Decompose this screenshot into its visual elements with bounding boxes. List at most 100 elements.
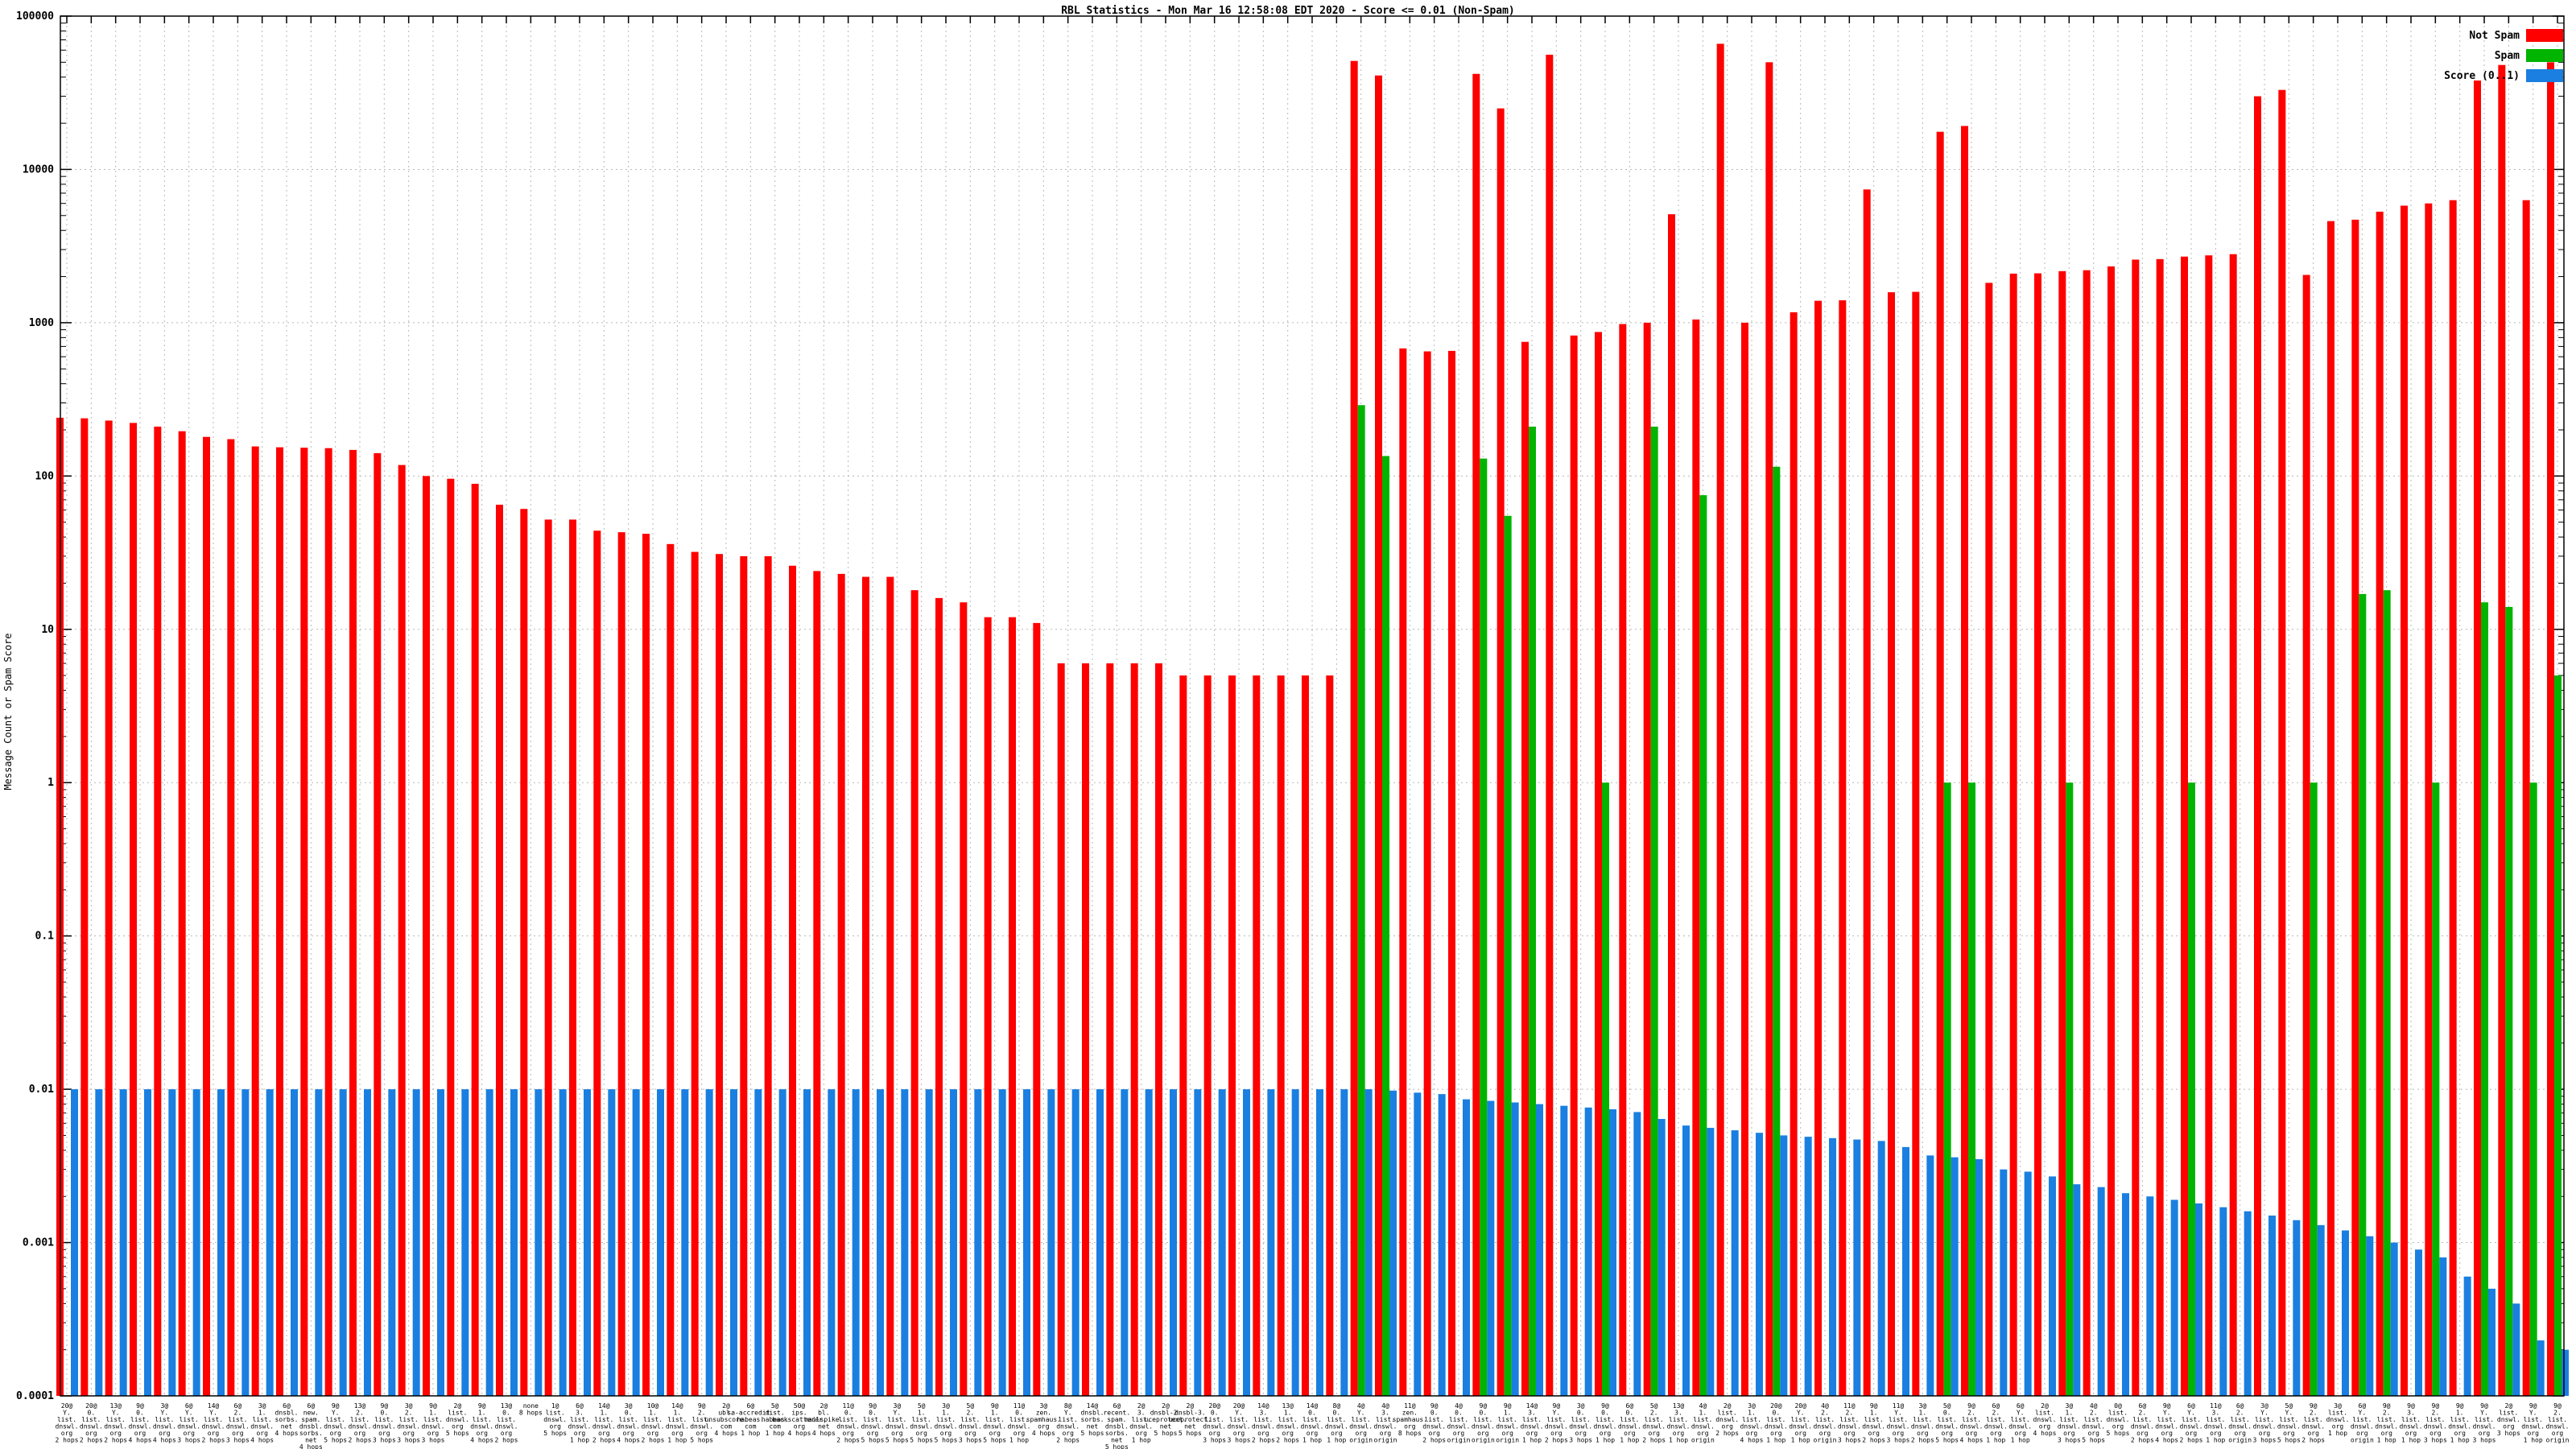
bar-score	[1951, 1157, 1959, 1396]
x-tick-label: 9@ Y. list. dnswl. org 4 hops	[2155, 1402, 2178, 1444]
bar-spam	[2066, 782, 2074, 1396]
bar-not-spam	[1521, 341, 1529, 1397]
x-tick-label: 3@ 2. list. dnswl. org 3 hops	[397, 1402, 420, 1444]
bar-score	[1364, 1089, 1373, 1396]
bar-score	[1756, 1133, 1763, 1396]
bar-not-spam	[1888, 292, 1895, 1396]
bar-not-spam	[1546, 54, 1554, 1397]
x-tick-label: 3@ Y. list. dnswl. org 3 hops	[2253, 1402, 2277, 1444]
x-tick-label: 5@ Y. list. dnswl. org 5 hops	[2277, 1402, 2301, 1444]
bar-score	[388, 1089, 396, 1396]
x-tick-label: 14@ 1. list. dnswl. org 1 hop	[666, 1402, 689, 1444]
bar-score	[1291, 1089, 1299, 1396]
bar-score	[730, 1089, 737, 1396]
legend-swatch-spam-icon	[2526, 49, 2563, 62]
x-tick-label: 4@ Y. list. dnswl. org origin	[1349, 1402, 1373, 1444]
bar-score	[2219, 1207, 2227, 1396]
bar-score	[1609, 1109, 1616, 1396]
bar-spam	[1943, 782, 1951, 1396]
x-tick-label: 6@ Y. list. dnswl. org origin	[2351, 1402, 2374, 1444]
bar-score	[1121, 1089, 1129, 1396]
bar-score	[754, 1089, 762, 1396]
bar-score	[168, 1089, 176, 1396]
x-tick-label: 9@ 3. list. dnswl. org 1 hop	[2400, 1402, 2423, 1444]
bar-not-spam	[910, 590, 919, 1396]
bar-spam	[2383, 590, 2391, 1396]
bar-spam	[1650, 426, 1658, 1396]
bar-not-spam	[520, 509, 528, 1396]
x-tick-label: 9@ 2. list. dnswl. org 2 hops	[2301, 1402, 2325, 1444]
bar-score	[1584, 1107, 1592, 1396]
bar-not-spam	[837, 573, 845, 1396]
bar-not-spam	[2351, 219, 2359, 1396]
bar-not-spam	[764, 555, 772, 1397]
bar-score	[828, 1089, 836, 1396]
bar-score	[1926, 1155, 1934, 1396]
legend-swatch-not-spam-icon	[2526, 29, 2563, 42]
bar-not-spam	[1033, 622, 1041, 1396]
bar-score	[1194, 1089, 1202, 1396]
x-tick-label: 2@ list. dnswl. org 3 hops	[2497, 1402, 2520, 1437]
bar-score	[144, 1089, 151, 1396]
bar-not-spam	[251, 446, 259, 1396]
bar-not-spam	[1741, 322, 1748, 1396]
x-tick-label: 9@ 1. list. dnswl. org 5 hops	[983, 1402, 1006, 1444]
bar-score	[485, 1089, 493, 1396]
x-tick-label: 20@ 0. list. dnswl. org 1 hop	[1765, 1402, 1788, 1444]
bar-score	[632, 1089, 640, 1396]
bar-score	[1438, 1094, 1446, 1396]
bar-not-spam	[2107, 266, 2115, 1397]
bar-not-spam	[1375, 75, 1382, 1396]
bar-score	[925, 1089, 933, 1396]
x-tick-label: 14@ dnsbl. sorbs. net 5 hops	[1081, 1402, 1104, 1437]
bar-spam	[1357, 405, 1365, 1396]
x-tick-label: 6@ new. spam. dnsbl. sorbs. net 4 hops	[299, 1402, 323, 1449]
bar-score	[705, 1089, 713, 1396]
bar-spam	[1602, 782, 1609, 1396]
bar-score	[2122, 1193, 2129, 1396]
bar-not-spam	[1692, 319, 1700, 1396]
bar-score	[681, 1089, 689, 1396]
legend: Not Spam Spam Score (0..1)	[2444, 29, 2563, 82]
x-tick-label: 9@ 2. list. dnswl. org 5 hops	[690, 1402, 713, 1444]
x-tick-label: 11@ Y. list. dnswl. org 3 hops	[1887, 1402, 1910, 1444]
bar-score	[608, 1089, 616, 1396]
x-tick-label: 9@ 0. list. dnswl. org 1 hop	[1594, 1402, 1617, 1444]
bar-score	[1096, 1089, 1104, 1396]
bar-score	[901, 1089, 909, 1396]
x-tick-label: 3@ list. dnswl. org 1 hop	[2326, 1402, 2350, 1437]
bar-spam	[1480, 458, 1488, 1396]
bar-not-spam	[569, 519, 576, 1396]
x-tick-label: 20@ 0. list. dnswl. org 2 hops	[80, 1402, 103, 1444]
bar-score	[119, 1089, 127, 1396]
bar-not-spam	[789, 565, 796, 1396]
x-tick-label: 14@ Y. list. dnswl. org 2 hops	[202, 1402, 225, 1444]
bar-score	[803, 1089, 811, 1396]
bar-not-spam	[349, 449, 357, 1396]
bar-score	[192, 1089, 200, 1396]
bar-score	[1218, 1089, 1226, 1396]
bar-score	[2170, 1199, 2178, 1396]
bar-not-spam	[2205, 255, 2213, 1396]
bar-score	[1267, 1089, 1275, 1396]
legend-label-not-spam: Not Spam	[2469, 29, 2520, 42]
bar-score	[2146, 1196, 2154, 1396]
x-tick-label: none 8 hops	[519, 1402, 543, 1417]
bar-not-spam	[1863, 189, 1871, 1397]
bar-not-spam	[227, 439, 235, 1396]
bar-score	[1047, 1089, 1055, 1396]
bar-score	[1633, 1112, 1641, 1396]
series-bar-score	[71, 1089, 2569, 1396]
bar-not-spam	[1985, 283, 1993, 1396]
y-tick-label: 100000	[16, 10, 54, 23]
bar-score	[2488, 1288, 2496, 1396]
bar-score	[364, 1089, 371, 1396]
x-tick-label: 13@ 3. list. dnswl. org 1 hop	[1667, 1402, 1690, 1444]
bar-score	[778, 1089, 786, 1396]
x-tick-label: 50@ ips. backscatterer. org 4 hops	[772, 1402, 826, 1437]
x-tick-label: 13@ 2. list. dnswl. org 2 hops	[349, 1402, 372, 1444]
bar-score	[1877, 1141, 1885, 1396]
x-tick-label: 9@ 0. list. dnswl. org origin	[1472, 1402, 1495, 1444]
x-tick-label: 6@ Y. list. dnswl. org 2 hops	[2180, 1402, 2203, 1444]
bar-score	[437, 1089, 444, 1396]
